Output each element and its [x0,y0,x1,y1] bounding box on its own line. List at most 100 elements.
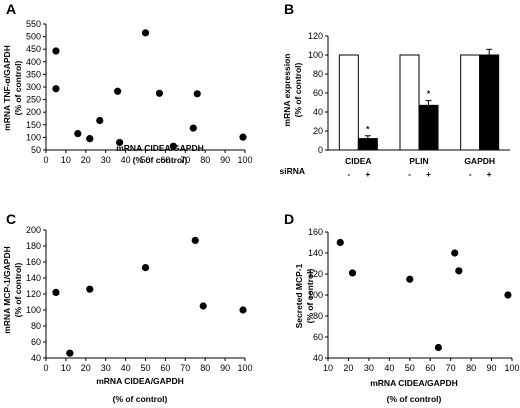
panel-d-letter: D [284,211,294,227]
panel-d-y-tick-label: 100 [308,290,323,300]
panel-a-data-point [189,124,197,132]
panel-a-x-tick-label: 10 [61,155,71,165]
panel-c-y-tick-label: 180 [26,241,41,251]
panel-d-data-point [455,267,463,275]
panel-c-letter: C [6,211,16,227]
panel-c-ylabel-unit: (% of control) [13,262,23,317]
panel-d-x-tick-label: 20 [343,363,353,373]
panel-a-y-tick-label: 450 [26,44,41,54]
panel-a-xlabel-unit: (% of control) [133,155,188,165]
panel-c-data-point [141,264,150,272]
panel-b-y-tick-label: 0 [318,145,323,155]
panel-a-y-tick-label: 550 [26,19,41,29]
panel-c-axes: 0 10 20 30 40 50 60 70 80 90 100 40 60 80 100 120 140 160… [26,225,253,373]
panel-c-y-tick-label: 100 [26,305,41,315]
panel-a-y-tick-label: 150 [26,120,41,130]
panel-c-x-tick-label: 0 [43,363,48,373]
panel-c-points [52,236,247,357]
panel-d-data-point [434,343,442,352]
panel-b-y-tick-label: 100 [308,50,323,60]
panel-b-bar [399,54,420,151]
panel-b-y-tick-label: 80 [313,69,323,79]
panel-c-y-tick-label: 200 [26,225,41,235]
panel-d-y-tick-label: 140 [308,248,323,258]
panel-b-bars: ** [338,48,500,151]
panel-b-bar [479,54,500,151]
panel-a-data-point [141,29,150,37]
panel-d-y-tick-label: 40 [313,353,323,363]
panel-b-sirna-sign: - [347,169,350,179]
panel-a-ylabel: mRNA TNF-α/GAPDH [2,45,12,131]
panel-a-data-point [86,135,94,143]
panel-c-x-tick-label: 80 [200,363,210,373]
panel-a-ylabel-unit: (% of control) [13,60,23,115]
panel-a-x-tick-label: 20 [81,155,91,165]
panel-a-x-tick-label: 80 [200,155,210,165]
panel-b-significance-mark: * [427,89,431,99]
panel-b-y-tick-label: 60 [313,88,323,98]
panel-d-x-tick-label: 80 [466,363,476,373]
panel-a-y-tick-label: 100 [26,132,41,142]
panel-b-bar [357,138,378,151]
panel-d-axes: 10 20 30 40 50 60 70 80 90 100 40 60 80 100 120 140 160 [308,227,520,373]
panel-d-x-tick-label: 60 [425,363,435,373]
panel-d-ylabel: Secreted MCP-1 [294,263,304,328]
panel-d-data-point [406,275,414,283]
panel-c-x-tick-label: 10 [61,363,71,373]
panel-c-x-tick-label: 60 [160,363,170,373]
panel-b-sirna-sign: + [365,169,370,179]
panel-a-x-tick-label: 50 [140,155,150,165]
panel-d-y-tick-label: 160 [308,227,323,237]
panel-d: D 10 20 30 40 50 60 70 80 90 100 40 60 80 100 120 140 16… [284,211,520,404]
panel-a-data-point [155,89,164,97]
panel-b-category-label: GAPDH [464,156,495,166]
panel-a-x-tick-label: 40 [121,155,131,165]
panel-d-data-point [451,249,459,257]
panel-c-x-tick-label: 90 [220,363,230,373]
panel-b-bar [460,54,481,151]
panel-c-data-point [191,236,199,244]
panel-b-category-label: PLIN [409,156,428,166]
panel-c-x-tick-label: 70 [180,363,190,373]
panel-a-points [52,29,247,150]
panel-b-bar [338,54,359,151]
panel-a-data-point [74,130,82,138]
panel-d-x-tick-label: 90 [487,363,497,373]
panel-b-sirna-sign: + [426,169,431,179]
panel-b-ylabel: mRNA expression [282,54,292,127]
panel-c-xlabel-unit: (% of control) [113,394,168,404]
panel-c-x-tick-label: 30 [101,363,111,373]
panel-c-y-tick-label: 40 [31,353,41,363]
panel-c-data-point [199,302,207,310]
panel-d-y-tick-label: 80 [313,311,323,321]
panel-a-xlabel: mRNA CIDEA/GAPDH [116,143,204,153]
panel-a-data-point [193,90,201,98]
panel-c-data-point [239,306,247,314]
panel-b-sirna-label: siRNA [279,166,305,176]
panel-a-x-tick-label: 70 [180,155,190,165]
panel-b-bar [418,104,439,151]
panel-c-x-tick-label: 20 [81,363,91,373]
panel-b-category-labels: - + CIDEA - + PLIN - + GAPDH [345,156,495,179]
panel-a-x-tick-label: 90 [220,155,230,165]
panel-a-x-tick-label: 30 [101,155,111,165]
panel-d-xlabel: mRNA CIDEA/GAPDH [370,378,458,388]
panel-a-axes: 0 10 20 30 40 50 60 70 80 90 100 50 100 150 200 250 300 3… [26,19,253,165]
panel-c-x-tick-label: 40 [121,363,131,373]
panel-a-data-point [52,85,60,93]
panel-d-data-point [336,238,344,247]
panel-c-x-tick-label: 100 [237,363,252,373]
panel-c-xlabel: mRNA CIDEA/GAPDH [96,376,184,386]
panel-a-y-tick-label: 300 [26,82,41,92]
panel-d-x-tick-label: 40 [384,363,394,373]
panel-c: C 0 10 20 30 40 50 60 70 80 90 100 40 60 80 100 120 140 1… [2,211,253,404]
panel-b-letter: B [284,1,294,17]
panel-b-sirna-sign: - [469,169,472,179]
panel-b-y-tick-label: 40 [313,107,323,117]
panel-d-x-tick-label: 100 [504,363,519,373]
panel-a-y-tick-label: 500 [26,32,41,42]
panel-d-ylabel-unit: (% of control) [305,268,315,323]
panel-a-data-point [114,87,122,95]
